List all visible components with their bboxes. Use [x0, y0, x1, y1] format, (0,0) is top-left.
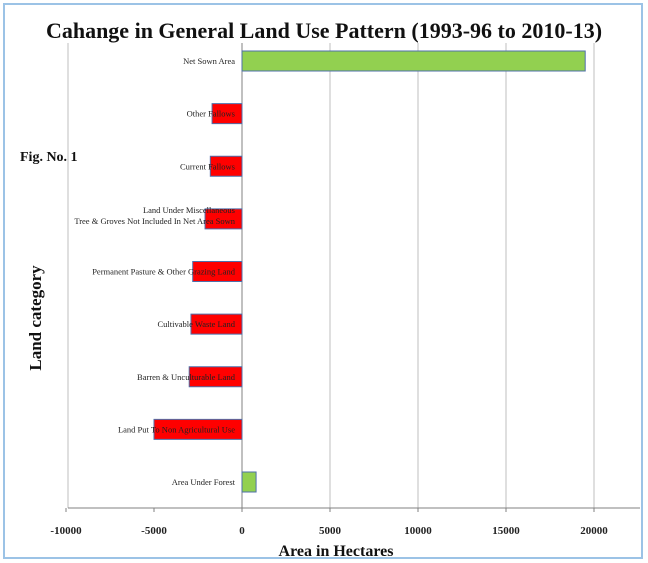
bar-4	[192, 261, 243, 282]
bar-2	[188, 366, 243, 388]
x-tick-label-3: 5000	[319, 525, 342, 537]
bar-3	[190, 313, 243, 335]
category-label-8: Net Sown Area	[183, 56, 235, 66]
bar-0	[241, 471, 257, 493]
bar-7	[211, 103, 243, 125]
category-label-0: Area Under Forest	[172, 477, 236, 487]
x-axis-label: Area in Hectares	[278, 543, 394, 560]
category-label-5: Land Under Miscellaneous Tree & Groves No…	[74, 205, 235, 226]
category-label-2: Barren & Unculturable Land	[137, 372, 236, 382]
chart-title: Cahange in General Land Use Pattern (199…	[45, 18, 603, 43]
category-label-3: Cultivable Waste Land	[157, 319, 235, 329]
x-tick-label-4: 10000	[404, 525, 432, 537]
bar-5	[204, 208, 243, 230]
x-tick-label-1: -5000	[141, 525, 167, 537]
x-tick-label-2: 0	[239, 525, 245, 537]
chart-frame	[3, 3, 643, 559]
x-tick-label-5: 15000	[492, 525, 520, 537]
x-tick-label-0: -10000	[50, 525, 82, 537]
figure-number: Fig. No. 1	[20, 150, 78, 165]
category-label-6: Current Fallows	[180, 161, 235, 171]
category-label-1: Land Put To Non Agricultural Use	[118, 424, 235, 434]
bar-8	[241, 50, 586, 72]
bar-6	[209, 155, 243, 177]
category-label-4: Permanent Pasture & Other Grazing Land	[92, 267, 236, 277]
bar-1	[153, 418, 243, 440]
category-label-7: Other Fallows	[187, 109, 235, 119]
x-tick-label-6: 20000	[580, 525, 608, 537]
